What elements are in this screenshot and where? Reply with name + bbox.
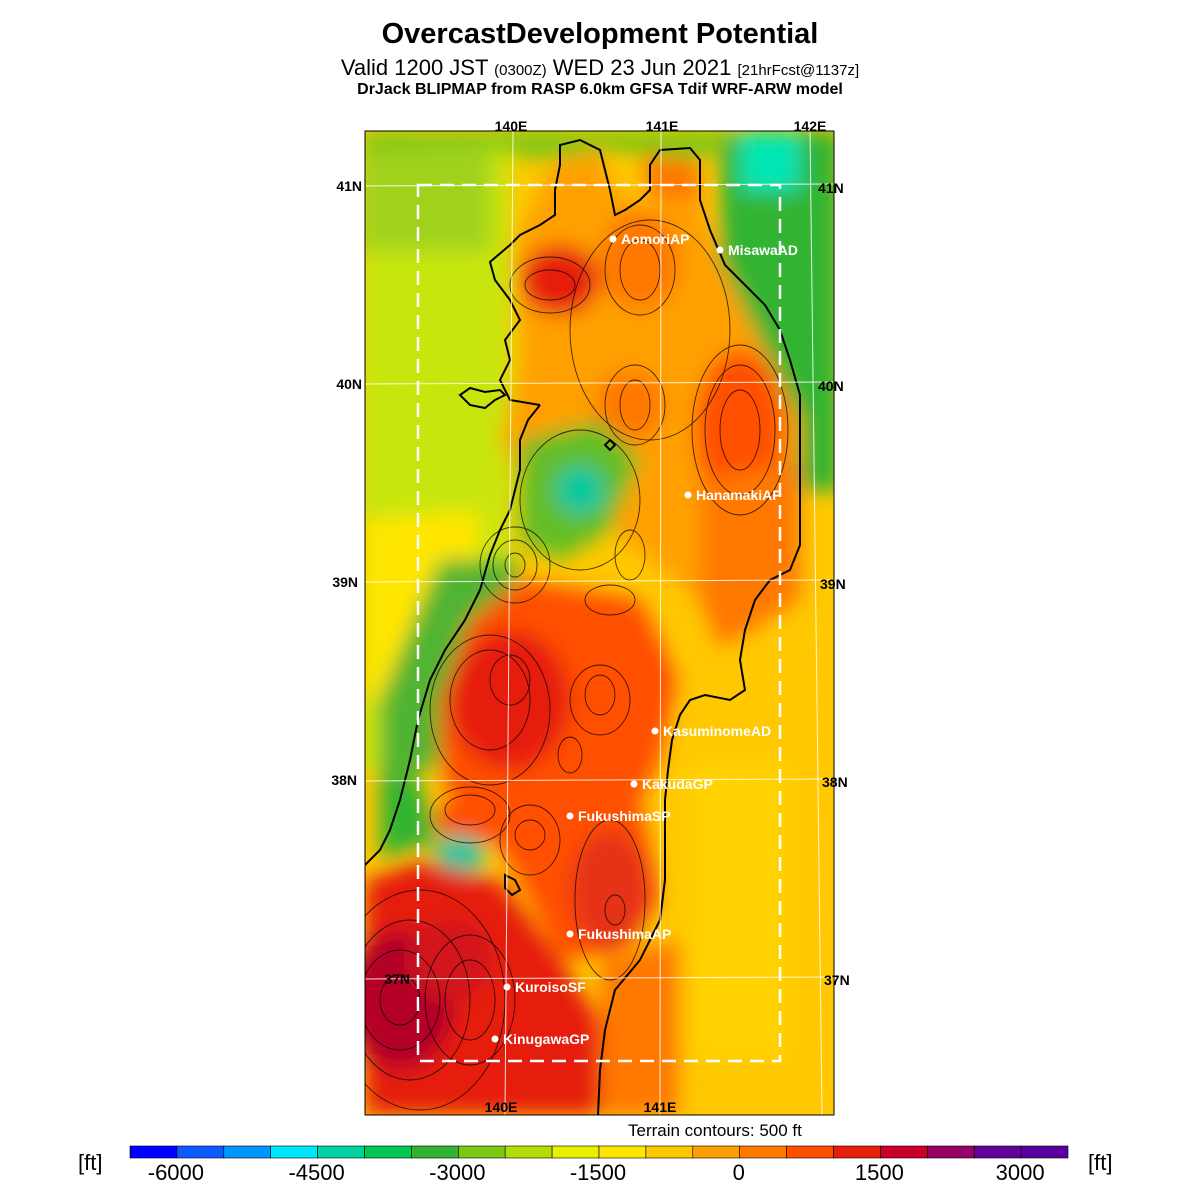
valid-prefix: Valid 1200 JST [340,55,489,80]
station-marker [503,983,511,991]
lat-left-label: 38N [331,772,357,788]
chart-title: OvercastDevelopment Potential [381,18,819,50]
lon-top-label: 140E [495,118,528,134]
lat-left-label: 41N [336,178,362,194]
lat-right-label: 41N [818,180,844,196]
station-marker [566,812,574,820]
forecast-info: [21hrFcst@1137z] [737,62,860,79]
station-label: KasuminomeAD [663,723,771,739]
station-marker [630,780,638,788]
station-marker [684,491,692,499]
station-marker [566,930,574,938]
station-label: KinugawaGP [503,1031,589,1047]
station-label: MisawaAD [728,242,798,258]
lat-left-label: 40N [336,376,362,392]
lat-left-label: 37N [384,971,410,987]
valid-time-line: Valid 1200 JST (0300Z) WED 23 Jun 2021 [… [0,55,1200,81]
station-marker [609,235,617,243]
lat-right-label: 40N [818,378,844,394]
colorbar-unit-left: [ft] [78,1150,103,1175]
station-label: KuroisoSF [515,979,586,995]
station-label: HanamakiAP [696,487,782,503]
coastline [365,138,801,1115]
station-marker [716,246,724,254]
map-frame [364,130,835,1116]
terrain-contours [365,219,789,1111]
inner-domain-box [416,183,782,1063]
colorbar-unit-right: [ft] [1088,1150,1113,1175]
valid-utc: (0300Z) [494,62,547,79]
axis-labels: 140E 141E 142E 140E 141E 41N 40N 39N 38N… [331,118,849,1115]
lat-right-label: 37N [824,972,850,988]
lat-left-label: 39N [332,574,358,590]
model-line: DrJack BLIPMAP from RASP 6.0km GFSA Tdif… [357,81,843,98]
lon-top-label: 141E [646,118,679,134]
station-label: KakudaGP [642,776,713,792]
lat-right-label: 38N [822,774,848,790]
stations: AomoriAP MisawaAD HanamakiAP KasuminomeA… [491,231,798,1047]
lon-bottom-label: 141E [644,1099,677,1115]
station-label: FukushimaAP [578,926,671,942]
lat-right-label: 39N [820,576,846,592]
valid-date: WED 23 Jun 2021 [552,55,732,80]
lon-bottom-label: 140E [485,1099,518,1115]
map-field [365,131,834,1115]
station-marker [491,1035,499,1043]
station-label: AomoriAP [621,231,689,247]
terrain-contour-note: Terrain contours: 500 ft [628,1121,802,1140]
station-label: FukushimaSP [578,808,671,824]
station-marker [651,727,659,735]
lon-top-label: 142E [794,118,827,134]
